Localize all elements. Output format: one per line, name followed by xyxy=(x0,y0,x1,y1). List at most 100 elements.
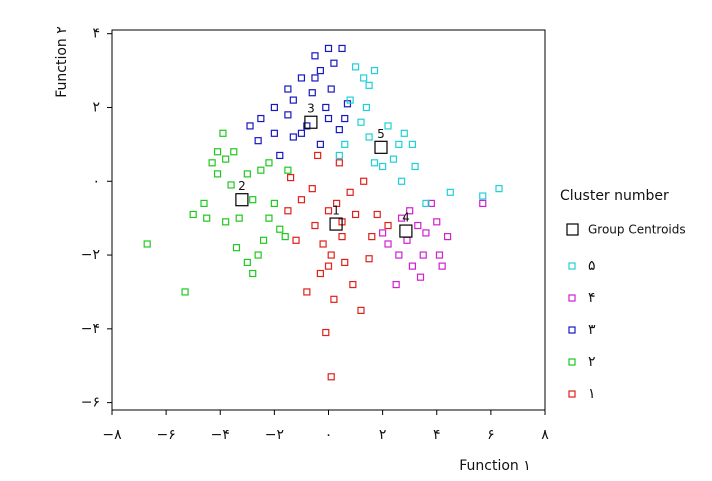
point xyxy=(324,207,333,215)
point xyxy=(330,59,338,67)
point xyxy=(319,240,327,248)
point xyxy=(246,122,254,130)
x-tick-label: ۰ xyxy=(325,427,333,443)
point xyxy=(370,66,379,75)
point xyxy=(495,185,503,193)
point xyxy=(406,207,414,215)
point xyxy=(408,262,416,270)
point xyxy=(335,126,343,134)
point xyxy=(289,96,297,104)
point xyxy=(316,66,324,75)
point xyxy=(311,221,319,230)
point xyxy=(316,269,324,278)
y-tick-label: ۴ xyxy=(92,26,100,42)
point xyxy=(324,262,333,270)
point xyxy=(392,280,400,289)
legend-title: Cluster number xyxy=(560,188,669,204)
y-tick-label: −۲ xyxy=(81,247,100,263)
point xyxy=(316,140,324,148)
point xyxy=(235,214,243,222)
centroid xyxy=(304,115,318,129)
point xyxy=(400,129,408,137)
point xyxy=(370,159,379,167)
point xyxy=(222,218,230,226)
point xyxy=(232,244,241,252)
point xyxy=(411,162,419,171)
point xyxy=(284,207,292,215)
point xyxy=(360,177,368,185)
point xyxy=(213,148,222,156)
point xyxy=(357,118,365,126)
point xyxy=(419,251,427,259)
point xyxy=(351,63,360,71)
point xyxy=(397,214,406,222)
point xyxy=(230,148,238,156)
point xyxy=(303,288,311,296)
point xyxy=(249,196,257,204)
point xyxy=(479,199,487,207)
point xyxy=(349,280,357,289)
point xyxy=(416,273,425,281)
point xyxy=(213,170,222,178)
legend-label: ۳ xyxy=(588,322,596,338)
x-tick-label: ۸ xyxy=(541,427,549,443)
point xyxy=(243,170,251,178)
point xyxy=(254,137,262,145)
point xyxy=(181,288,189,296)
point xyxy=(284,166,292,174)
point xyxy=(327,373,335,381)
legend-swatch xyxy=(568,294,576,302)
legend-label: ۱ xyxy=(588,386,596,402)
legend-swatch xyxy=(568,262,576,270)
point xyxy=(395,140,403,148)
point xyxy=(362,103,370,112)
legend-label: Group Centroids xyxy=(588,223,686,237)
point xyxy=(338,44,346,53)
point xyxy=(414,221,422,230)
y-axis-title: Function ۲ xyxy=(54,26,70,98)
point xyxy=(297,196,306,204)
point xyxy=(276,225,284,233)
point xyxy=(379,162,387,171)
centroid xyxy=(235,193,249,207)
point xyxy=(341,114,349,123)
point xyxy=(311,52,319,60)
centroid xyxy=(329,217,343,231)
point xyxy=(341,258,349,267)
point xyxy=(284,85,292,93)
point xyxy=(379,229,387,237)
point xyxy=(222,155,230,163)
point xyxy=(311,74,319,82)
point xyxy=(351,210,360,219)
point xyxy=(200,199,208,207)
point xyxy=(335,159,343,167)
centroid-label: 1 xyxy=(332,204,340,218)
point xyxy=(254,251,262,259)
legend-swatch xyxy=(568,326,576,334)
point xyxy=(287,173,295,182)
point xyxy=(227,181,235,189)
point xyxy=(143,240,151,248)
legend-swatch xyxy=(566,223,579,236)
point xyxy=(389,155,398,163)
point xyxy=(303,122,311,130)
x-tick-label: ۶ xyxy=(487,427,495,443)
point xyxy=(435,251,444,259)
point xyxy=(443,233,452,241)
point xyxy=(322,328,330,337)
point xyxy=(219,129,227,137)
point xyxy=(338,233,346,241)
point xyxy=(341,140,349,148)
y-tick-label: ۰ xyxy=(92,173,100,189)
legend-swatch xyxy=(568,390,576,398)
point xyxy=(357,306,365,314)
point xyxy=(346,188,354,196)
point xyxy=(360,74,368,82)
x-tick-label: −۸ xyxy=(102,427,122,443)
point xyxy=(203,214,211,222)
point xyxy=(403,236,411,244)
point xyxy=(297,74,306,82)
point xyxy=(259,236,268,244)
point xyxy=(276,151,284,160)
